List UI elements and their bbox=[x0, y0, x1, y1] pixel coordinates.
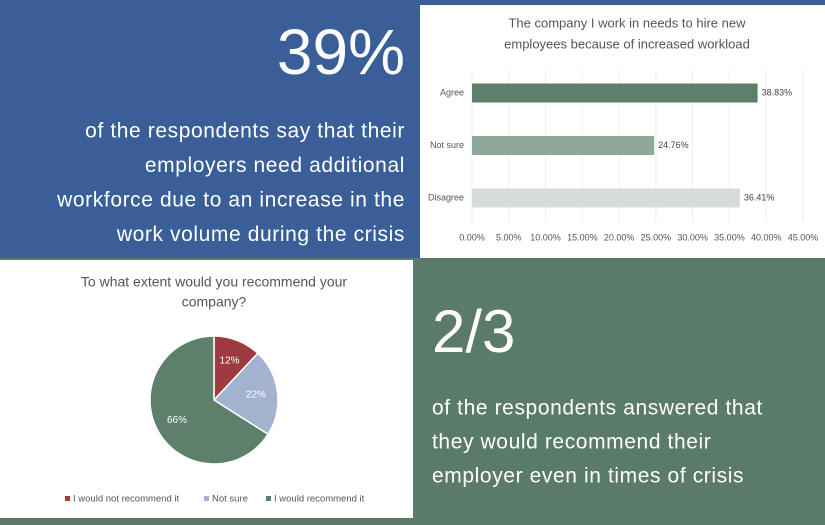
chart-title: To what extent would you recommend your bbox=[81, 274, 347, 290]
y-tick-label: Disagree bbox=[428, 192, 464, 202]
body-text: employer even in times of crisis bbox=[432, 465, 744, 488]
body-text: employers need additional bbox=[145, 154, 405, 177]
bar bbox=[472, 188, 740, 208]
x-tick-label: 35.00% bbox=[714, 232, 745, 242]
x-tick-label: 40.00% bbox=[751, 232, 782, 242]
x-tick-label: 15.00% bbox=[567, 232, 598, 242]
data-label: 22% bbox=[246, 389, 266, 400]
body-text: work volume during the crisis bbox=[116, 223, 405, 246]
legend-label: Not sure bbox=[212, 494, 248, 505]
pie-slice bbox=[149, 335, 270, 465]
x-tick-label: 25.00% bbox=[641, 232, 672, 242]
data-label: 12% bbox=[220, 355, 240, 366]
chart-title: company? bbox=[182, 294, 247, 310]
x-tick-label: 5.00% bbox=[496, 232, 522, 242]
blue-strip bbox=[420, 0, 825, 5]
pie-slice bbox=[212, 352, 279, 436]
legend-label: I would not recommend it bbox=[73, 494, 179, 505]
x-tick-label: 20.00% bbox=[604, 232, 635, 242]
legend-swatch bbox=[65, 496, 70, 501]
chart-title: The company I work in needs to hire new bbox=[508, 15, 746, 30]
x-tick-label: 45.00% bbox=[788, 232, 819, 242]
x-tick-label: 0.00% bbox=[459, 232, 485, 242]
legend-label: I would recommend it bbox=[274, 494, 365, 505]
bar bbox=[472, 136, 655, 155]
data-label: 24.76% bbox=[658, 140, 689, 150]
x-tick-label: 10.00% bbox=[530, 232, 561, 242]
body-text: workforce due to an increase in the bbox=[56, 189, 405, 212]
data-label: 66% bbox=[167, 415, 187, 426]
bar-chart-panel bbox=[420, 5, 825, 258]
legend-swatch bbox=[266, 496, 271, 501]
x-tick-label: 30.00% bbox=[677, 232, 708, 242]
headline: 39% bbox=[277, 16, 405, 88]
headline: 2/3 bbox=[432, 298, 515, 365]
blue-panel bbox=[0, 0, 420, 258]
data-label: 36.41% bbox=[744, 192, 775, 202]
data-label: 38.83% bbox=[762, 87, 793, 97]
bar bbox=[472, 83, 758, 103]
body-text: they would recommend their bbox=[432, 431, 711, 454]
chart-title: employees because of increased workload bbox=[504, 36, 750, 51]
body-text: of the respondents answered that bbox=[432, 397, 763, 420]
legend-swatch bbox=[204, 496, 209, 501]
y-tick-label: Not sure bbox=[430, 140, 464, 150]
body-text: of the respondents say that their bbox=[85, 120, 405, 143]
y-tick-label: Agree bbox=[440, 87, 464, 97]
